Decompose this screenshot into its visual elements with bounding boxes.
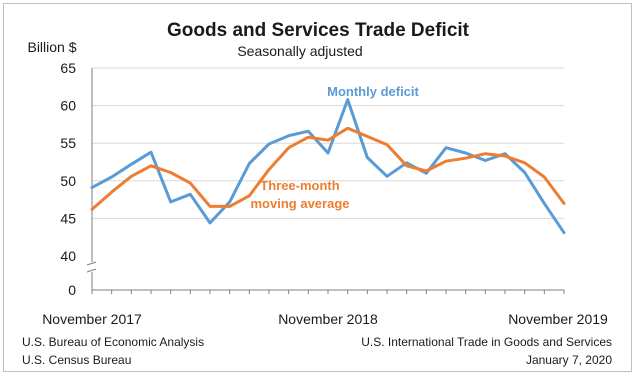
y-axis-label: Billion $ xyxy=(27,39,76,55)
footer-source-census: U.S. Census Bureau xyxy=(22,353,131,367)
x-tick-label: November 2018 xyxy=(278,311,378,327)
grid-lines xyxy=(92,67,564,219)
footer-release-date: January 7, 2020 xyxy=(526,353,612,367)
y-tick-labels: 40 45 50 55 60 65 0 xyxy=(60,60,76,298)
x-tick-label: November 2019 xyxy=(508,311,608,327)
y-tick-label: 40 xyxy=(60,248,76,264)
chart-title: Goods and Services Trade Deficit xyxy=(167,20,470,41)
y-tick-label: 0 xyxy=(68,282,76,298)
axis-break-marker xyxy=(86,261,97,273)
y-tick-label: 45 xyxy=(60,210,76,226)
y-tick-label: 50 xyxy=(60,173,76,189)
x-tick-label: November 2017 xyxy=(42,311,142,327)
y-tick-label: 55 xyxy=(60,135,76,151)
moving-average-annotation-line1: Three-month xyxy=(260,178,340,193)
x-tick-labels: November 2017 November 2018 November 2019 xyxy=(42,311,608,327)
y-tick-label: 65 xyxy=(60,60,76,76)
footer-release-title: U.S. International Trade in Goods and Se… xyxy=(361,335,612,349)
moving-average-annotation-line2: moving average xyxy=(251,196,350,211)
y-tick-label: 60 xyxy=(60,98,76,114)
series-lines xyxy=(90,98,566,235)
chart-subtitle: Seasonally adjusted xyxy=(237,43,362,59)
chart-frame xyxy=(3,3,632,372)
moving-average-line xyxy=(90,126,566,211)
axes xyxy=(86,68,565,294)
footer-source-bea: U.S. Bureau of Economic Analysis xyxy=(22,335,204,349)
monthly-deficit-annotation: Monthly deficit xyxy=(327,84,419,99)
monthly-deficit-line xyxy=(90,98,566,235)
